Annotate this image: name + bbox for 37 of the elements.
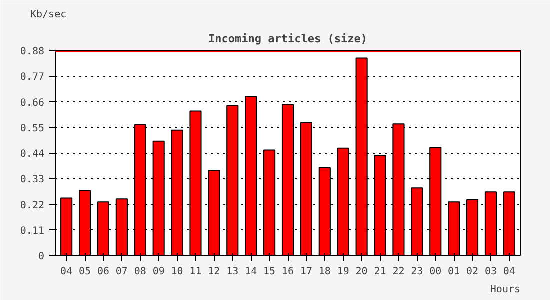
x-tick-label: 17	[300, 266, 312, 278]
x-axis-title: Hours	[490, 284, 521, 296]
x-tick-label: 09	[152, 266, 165, 278]
y-tick-label: 0	[38, 252, 45, 262]
x-tick-label: 00	[430, 266, 442, 278]
x-tick-label: 10	[171, 266, 184, 278]
x-tick-label: 13	[226, 266, 239, 278]
x-tick-label: 19	[337, 266, 350, 278]
x-tick-label: 22	[392, 266, 405, 278]
y-tick-label: 0.11	[20, 226, 45, 237]
chart-title: Incoming articles (size)	[208, 32, 368, 46]
x-tick-label: 03	[484, 266, 498, 278]
y-tick-label: 0.44	[20, 149, 45, 160]
x-tick-label: 21	[374, 266, 386, 278]
y-tick-label: 0.77	[20, 72, 45, 84]
x-tick-label: 12	[208, 266, 220, 278]
x-tick-label: 15	[264, 266, 276, 278]
x-tick-label: 02	[466, 266, 479, 278]
y-tick-label: 0.22	[20, 200, 45, 212]
y-tick-label: 0.33	[20, 174, 45, 186]
x-tick-label: 11	[190, 266, 202, 278]
x-tick-label: 08	[134, 266, 146, 278]
x-tick-label: 16	[282, 266, 294, 278]
x-tick-label: 18	[318, 266, 331, 278]
y-tick-label: 0.55	[20, 123, 45, 134]
x-tick-label: 20	[356, 266, 368, 278]
x-tick-label: 05	[79, 266, 92, 278]
x-tick-label: 06	[97, 266, 110, 278]
y-tick-label: 0.66	[20, 98, 45, 109]
x-tick-label: 14	[245, 266, 258, 278]
x-tick-label: 04	[503, 266, 516, 278]
x-tick-label: 04	[60, 266, 73, 278]
y-tick-label: 0.88	[20, 46, 45, 58]
y-axis-title: Kb/sec	[30, 10, 67, 20]
x-tick-label: 07	[116, 266, 128, 278]
x-tick-label: 23	[411, 266, 424, 278]
x-tick-label: 01	[448, 266, 460, 278]
